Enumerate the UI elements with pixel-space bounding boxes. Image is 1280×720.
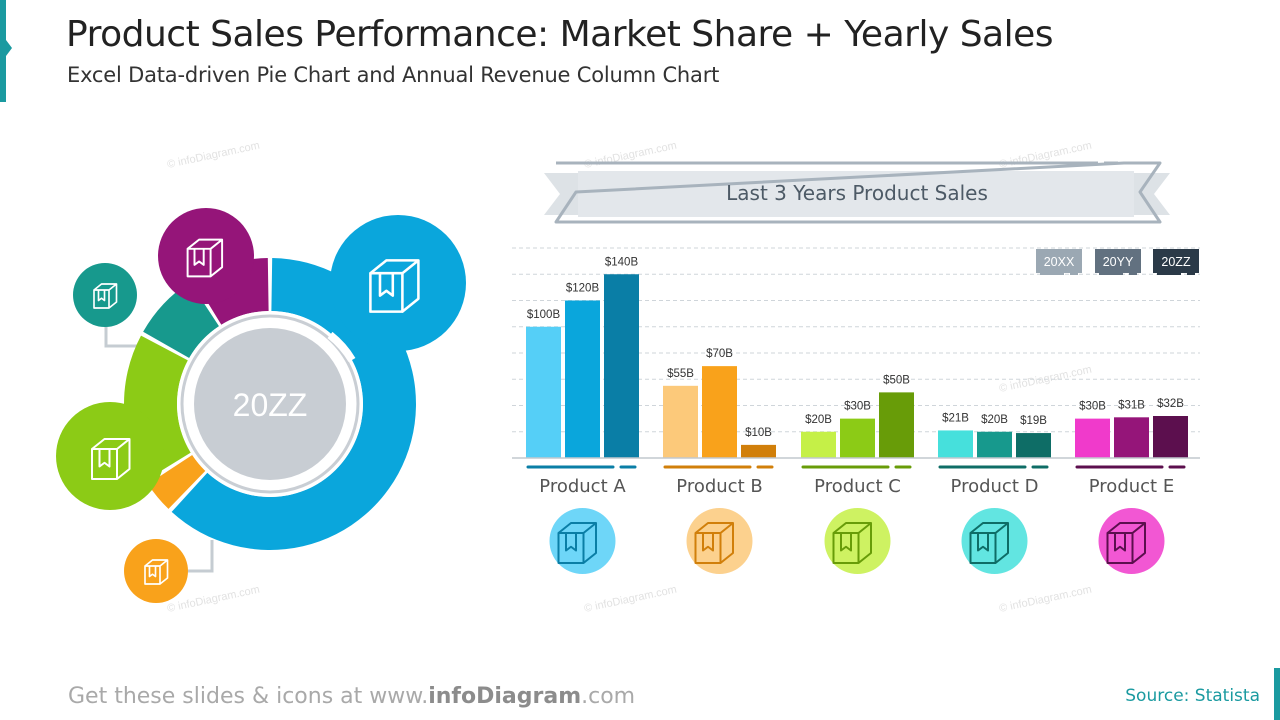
- bar-data-label: $55B: [667, 368, 694, 380]
- category-labels: Product A Product B Product C Product D Prod…: [539, 476, 1174, 497]
- bar: [1114, 417, 1149, 458]
- chart-title: Last 3 Years Product Sales: [726, 181, 988, 205]
- category-label: Product D: [951, 476, 1039, 497]
- bar: [801, 431, 836, 458]
- bubble-circle: [158, 208, 254, 304]
- bar-data-label: $20B: [805, 414, 832, 426]
- page-title: Product Sales Performance: Market Share …: [66, 14, 1054, 55]
- bar: [526, 326, 561, 458]
- footer-promo: Get these slides & icons at www.infoDiag…: [68, 684, 635, 709]
- bar-data-label: $120B: [566, 283, 600, 295]
- bar-data-label: $30B: [844, 401, 871, 413]
- pie-bubble-product-a: [330, 215, 466, 351]
- bar-data-label: $70B: [706, 348, 733, 360]
- market-share-donut: 20ZZ: [56, 208, 466, 603]
- watermark: © infoDiagram.com: [998, 584, 1093, 615]
- bar: [604, 274, 639, 458]
- category-label: Product E: [1089, 476, 1174, 497]
- bar-data-label: $50B: [883, 374, 910, 386]
- bar-data-label: $19B: [1020, 415, 1047, 427]
- footer-suffix: .com: [581, 684, 636, 709]
- bar-data-label: $100B: [527, 309, 561, 321]
- category-label: Product A: [539, 476, 626, 497]
- bar: [1153, 416, 1188, 458]
- bar: [741, 444, 776, 458]
- legend-label: 20XX: [1044, 255, 1075, 269]
- pie-bubble-product-b: [124, 539, 188, 603]
- bar-data-label: $30B: [1079, 401, 1106, 413]
- bar: [879, 392, 914, 458]
- pie-slice: [147, 455, 206, 509]
- pie-bubble-product-d: [73, 263, 137, 327]
- chart-legend: 20XX 20YY 20ZZ: [1036, 249, 1199, 275]
- bar-series: [526, 274, 1188, 458]
- center-label: 20ZZ: [233, 387, 308, 423]
- bar-data-label: $10B: [745, 427, 772, 439]
- footer-brand[interactable]: infoDiagram: [428, 684, 582, 709]
- legend-label: 20ZZ: [1161, 255, 1191, 269]
- watermark: © infoDiagram.com: [583, 584, 678, 615]
- category-label: Product C: [814, 476, 901, 497]
- bar-data-label: $140B: [605, 256, 639, 268]
- left-accent-bar: [0, 0, 12, 102]
- bar-data-label: $20B: [981, 414, 1008, 426]
- source-credit: Source: Statista: [1125, 686, 1260, 706]
- legend-swatch: [1095, 249, 1141, 273]
- bar: [1075, 418, 1110, 458]
- legend-swatch: [1153, 249, 1199, 273]
- ribbon-outline: [554, 161, 1162, 224]
- right-accent-bar: [1274, 668, 1280, 720]
- connector-line: [188, 540, 214, 573]
- connector-line: [104, 326, 140, 348]
- bar: [977, 431, 1012, 458]
- center-disc: [194, 328, 346, 480]
- inner-ring: [180, 314, 360, 494]
- legend-swatch: [1036, 249, 1082, 273]
- legend-label: 20YY: [1103, 255, 1134, 269]
- page-subtitle: Excel Data-driven Pie Chart and Annual R…: [67, 63, 720, 87]
- bar-data-label: $21B: [942, 412, 969, 424]
- watermark: © infoDiagram.com: [583, 140, 678, 171]
- bar: [663, 385, 698, 458]
- bar-data-labels: $100B $120B $140B $55B $70B $10B $20B $30B $50B $…: [527, 256, 1184, 439]
- category-label: Product B: [676, 476, 762, 497]
- watermark: © infoDiagram.com: [166, 140, 261, 171]
- pie-bubble-product-c: [56, 402, 164, 510]
- chart-title-ribbon: Last 3 Years Product Sales: [544, 161, 1170, 224]
- pie-bubble-product-e: [158, 208, 254, 304]
- category-icons: [549, 508, 1165, 574]
- bar-data-label: $32B: [1157, 398, 1184, 410]
- bar: [938, 430, 973, 458]
- footer-prefix: Get these slides & icons at www.: [68, 684, 429, 709]
- bar: [840, 418, 875, 458]
- bar-data-label: $31B: [1118, 399, 1145, 411]
- bubble-circle: [330, 215, 466, 351]
- bar: [702, 366, 737, 458]
- ring-gap: [327, 331, 356, 363]
- bar: [565, 300, 600, 458]
- bar: [1016, 433, 1051, 458]
